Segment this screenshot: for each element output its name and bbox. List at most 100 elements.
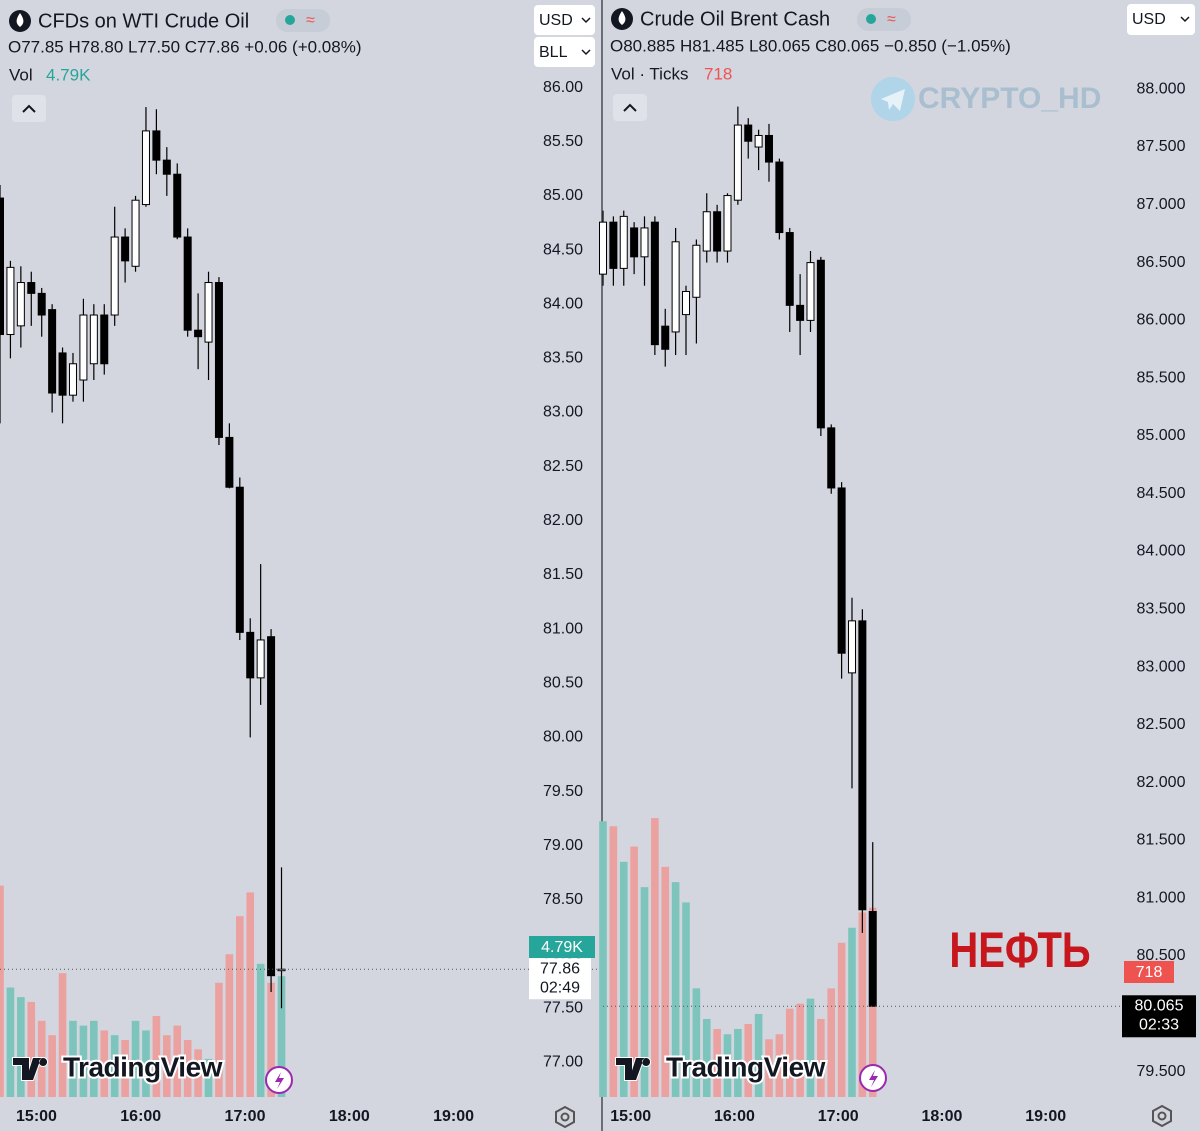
volume-bar (734, 1028, 742, 1097)
candle-body (277, 968, 286, 972)
candle-body (37, 292, 46, 316)
x-tick-label: 16:00 (120, 1108, 161, 1125)
caption: НЕФТЬ (949, 922, 1090, 978)
candle-body (619, 215, 628, 269)
x-tick-label: 15:00 (16, 1108, 57, 1125)
y-tick-label: 86.000 (1137, 312, 1186, 329)
status-icon: ≈ (306, 12, 315, 29)
y-tick-label: 83.00 (543, 404, 583, 421)
volume-bar (848, 927, 856, 1097)
candle-body (692, 244, 701, 298)
y-tick-label: 80.00 (543, 729, 583, 746)
status-dot (866, 14, 876, 24)
status-pill[interactable] (857, 8, 911, 31)
collapse-button[interactable] (12, 95, 46, 122)
candle-body (754, 134, 763, 148)
y-tick-label: 82.50 (543, 458, 583, 475)
candle-body (141, 130, 150, 206)
volume-bar (215, 982, 223, 1097)
settings-icon[interactable] (1152, 1104, 1172, 1128)
last-price-label: 80.065 (1135, 997, 1184, 1014)
y-tick-label: 79.50 (543, 783, 583, 800)
volume-bar (0, 885, 4, 1097)
volume-bar (702, 1018, 711, 1097)
volume-value-box (1124, 961, 1174, 983)
y-tick-label: 82.000 (1137, 774, 1186, 791)
chart-title: CFDs on WTI Crude Oil (38, 10, 249, 32)
volume-bar (100, 1030, 109, 1097)
candle-body (58, 352, 67, 396)
candle-body (214, 282, 223, 438)
tradingview-watermark: TradingView (666, 1051, 826, 1082)
status-pill[interactable] (276, 9, 330, 32)
candle-body (6, 266, 15, 336)
candle-body (796, 304, 805, 321)
y-tick-label: 82.00 (543, 512, 583, 529)
candle-body (599, 221, 607, 275)
volume-bar (90, 1020, 98, 1097)
settings-dot (560, 1112, 570, 1122)
volume-bar (713, 1028, 721, 1097)
telegram-plane (881, 89, 905, 111)
settings-icon[interactable] (555, 1105, 575, 1129)
y-tick-label: 79.00 (543, 837, 583, 854)
settings-dot (1157, 1111, 1167, 1121)
y-tick-label: 80.500 (1137, 947, 1186, 964)
candle-body (256, 639, 265, 679)
dropdown-arrow (1180, 16, 1190, 23)
bolt (869, 1070, 878, 1087)
volume-bar (110, 1035, 119, 1097)
candle-body (733, 124, 742, 201)
unit-dropdown[interactable] (534, 37, 595, 67)
tradingview-watermark: TradingView (63, 1051, 223, 1082)
volume-bar (599, 821, 607, 1097)
dropdown-arrow (581, 49, 591, 56)
volume-bar (619, 861, 628, 1097)
candle-body (194, 329, 203, 338)
candle-body (225, 436, 234, 488)
currency-dropdown[interactable] (1127, 4, 1195, 35)
volume-bar (58, 973, 67, 1097)
currency: USD (1132, 11, 1166, 28)
currency-dropdown[interactable] (534, 5, 595, 35)
last-price-box (529, 958, 591, 1000)
volume-bar (17, 997, 25, 1097)
drop-icon (16, 13, 24, 27)
volume-bar (837, 942, 846, 1097)
ohlc-text: O77.85 H78.80 L77.50 C77.86 +0.06 (+0.08… (8, 37, 361, 56)
x-tick-label: 18:00 (921, 1108, 962, 1125)
y-tick-label: 84.500 (1137, 485, 1186, 502)
volume-bar (744, 1023, 753, 1097)
y-tick-label: 78.50 (543, 891, 583, 908)
candle-body (671, 241, 680, 333)
collapse-icon (22, 104, 36, 113)
volume-value-box (529, 936, 595, 958)
status-icon: ≈ (887, 11, 896, 28)
candle-body (235, 486, 244, 633)
volume-bar (827, 988, 836, 1097)
y-tick-label: 83.50 (543, 350, 583, 367)
collapse-button[interactable] (613, 94, 647, 121)
candle-body (131, 199, 140, 267)
y-tick-label: 84.000 (1137, 543, 1186, 560)
candle-body (27, 282, 36, 294)
volume-bar (183, 1039, 192, 1097)
candle-body (152, 130, 161, 161)
candle-body (827, 427, 836, 489)
volume-bar (671, 882, 680, 1097)
x-tick-label: 19:00 (433, 1108, 474, 1125)
y-tick-label: 81.00 (543, 620, 583, 637)
volume-bar (267, 982, 275, 1097)
volume-bar (69, 1020, 77, 1097)
candle-body (764, 134, 773, 163)
volume-bar (204, 1058, 213, 1097)
volume-bar (630, 846, 638, 1097)
candle-body (100, 314, 109, 365)
y-tick-label: 86.500 (1137, 254, 1186, 271)
volume-bar (194, 1049, 202, 1097)
candle-body (162, 159, 171, 175)
y-tick-label: 85.50 (543, 133, 583, 150)
candle-body (661, 325, 670, 350)
y-tick-label: 85.500 (1137, 369, 1186, 386)
y-tick-label: 83.500 (1137, 601, 1186, 618)
